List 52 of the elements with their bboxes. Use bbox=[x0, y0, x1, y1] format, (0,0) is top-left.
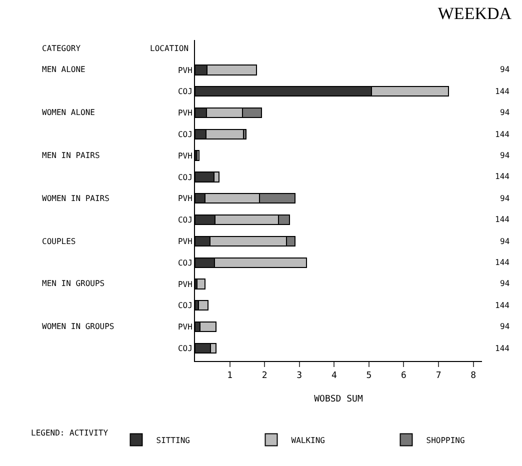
text: 94 bbox=[500, 322, 510, 331]
text: 94 bbox=[500, 237, 510, 246]
x-tick-label: 4 bbox=[331, 370, 337, 381]
chart-title: WEEKDA bbox=[438, 4, 512, 23]
text: 94 bbox=[500, 65, 510, 74]
legend-title: LEGEND: ACTIVITY bbox=[31, 428, 108, 438]
y-tick-label: COJ bbox=[178, 258, 192, 268]
legend-label: SITTING bbox=[156, 436, 190, 445]
y-tick-label: COJ bbox=[178, 344, 192, 353]
x-tick-label: 3 bbox=[296, 370, 302, 381]
x-tick-label: 2 bbox=[262, 370, 268, 381]
legend-label: SHOPPING bbox=[426, 436, 465, 445]
text: MEN IN PAIRS bbox=[42, 151, 100, 160]
text: 94 bbox=[500, 279, 510, 288]
y-tick-label: PVH bbox=[178, 236, 193, 246]
x-axis-title: WOBSD SUM bbox=[314, 394, 364, 405]
y-tick-label: COJ bbox=[178, 216, 192, 225]
text: WOMEN IN GROUPS bbox=[42, 322, 114, 331]
y-tick-label: COJ bbox=[178, 172, 192, 182]
y-tick-label: COJ bbox=[178, 301, 192, 310]
text: MEN ALONE bbox=[42, 65, 86, 74]
x-tick-label: 1 bbox=[227, 370, 232, 381]
y-tick-label: PVH bbox=[178, 322, 193, 332]
y-tick-label: COJ bbox=[178, 130, 192, 139]
y-tick-label: COJ bbox=[178, 87, 192, 96]
text: MEN IN GROUPS bbox=[42, 279, 105, 288]
y-tick-label: PVH bbox=[178, 194, 193, 204]
text: CATEGORY bbox=[42, 44, 81, 53]
text: 144 bbox=[495, 87, 510, 96]
text: 144 bbox=[495, 172, 510, 181]
y-tick-label: PVH bbox=[178, 280, 193, 289]
x-tick-label: 6 bbox=[401, 370, 406, 381]
y-tick-label: PVH bbox=[178, 151, 193, 160]
text: 144 bbox=[495, 301, 510, 310]
x-tick-label: 8 bbox=[470, 370, 476, 381]
text: 94 bbox=[500, 151, 510, 160]
y-tick-label: PVH bbox=[178, 108, 193, 118]
text: 94 bbox=[500, 194, 510, 203]
x-tick-label: 5 bbox=[366, 370, 372, 381]
text: COUPLES bbox=[42, 237, 76, 246]
legend-label: WALKING bbox=[291, 436, 326, 445]
text: 144 bbox=[495, 344, 510, 353]
text: 144 bbox=[495, 215, 510, 224]
y-axis-title: LOCATION bbox=[150, 44, 189, 53]
text: 94 bbox=[500, 108, 510, 117]
text: 144 bbox=[495, 130, 510, 139]
text: WOMEN IN PAIRS bbox=[42, 194, 110, 203]
bar bbox=[198, 300, 209, 311]
x-tick-label: 7 bbox=[436, 370, 442, 381]
y-tick-label: PVH bbox=[178, 66, 193, 75]
text: WOMEN ALONE bbox=[42, 108, 96, 117]
text: 144 bbox=[495, 258, 510, 267]
